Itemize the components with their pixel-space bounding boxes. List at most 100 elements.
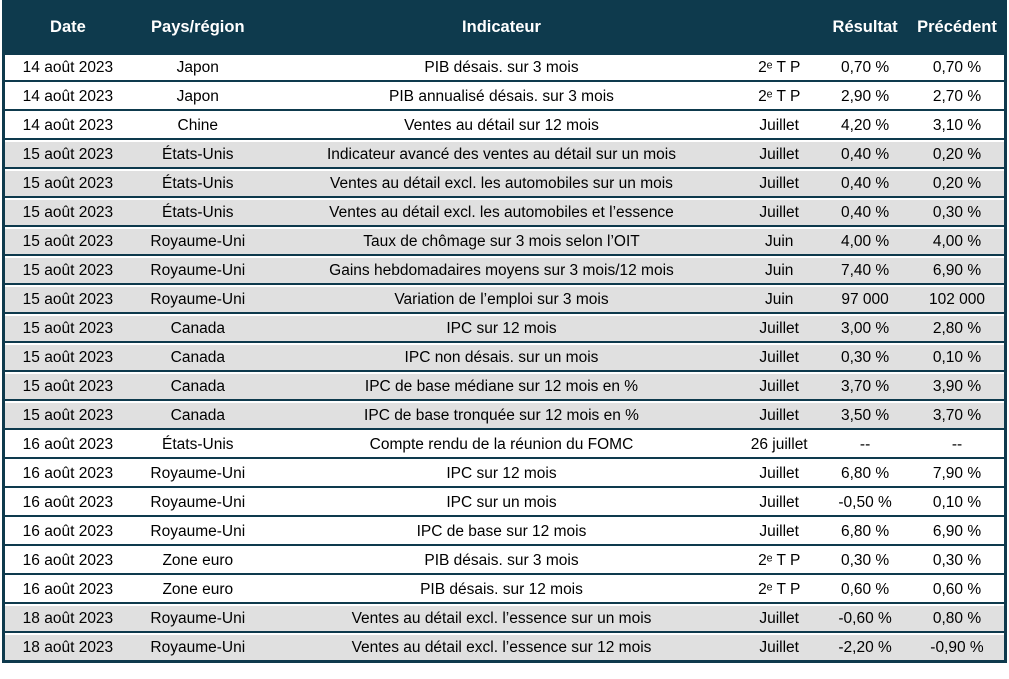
cell-period: 26 juillet [750, 435, 808, 453]
cell-result: 3,50 % [840, 406, 890, 424]
table-row: 16 août 2023 États-Unis Compte rendu de la… [5, 432, 1004, 459]
cell-previous: 0,20 % [932, 145, 982, 163]
cell-result: 0,30 % [840, 348, 890, 366]
col-header-result: Résultat [832, 18, 898, 36]
col-header-region: Pays/région [151, 18, 245, 36]
cell-region: Royaume-Uni [150, 261, 246, 279]
table-body: 14 août 2023 Japon PIB désais. sur 3 mois 2… [5, 55, 1004, 660]
col-header-previous: Précédent [917, 18, 997, 36]
table-row: 15 août 2023 Canada IPC de base médiane su… [5, 374, 1004, 401]
table-row: 16 août 2023 Zone euro PIB désais. sur 12 … [5, 577, 1004, 604]
table-row: 14 août 2023 Japon PIB désais. sur 3 mois 2… [5, 55, 1004, 82]
table-row: 18 août 2023 Royaume-Uni Ventes au détail … [5, 635, 1004, 660]
cell-result: -- [859, 435, 871, 453]
cell-date: 18 août 2023 [22, 609, 114, 627]
table-row: 16 août 2023 Zone euro PIB désais. sur 3 m… [5, 548, 1004, 575]
economic-calendar-table: Date Pays/région Indicateur Résultat Pré… [2, 0, 1007, 663]
cell-indicator: Taux de chômage sur 3 mois selon l’OIT [363, 232, 640, 250]
cell-region: États-Unis [162, 174, 234, 192]
table-row: 15 août 2023 Canada IPC de base tronquée s… [5, 403, 1004, 430]
cell-indicator: PIB désais. sur 3 mois [424, 551, 579, 569]
cell-period: 2ᵉ T P [758, 87, 801, 105]
cell-region: Royaume-Uni [150, 232, 246, 250]
cell-previous: 0,30 % [932, 551, 982, 569]
cell-region: Japon [176, 58, 219, 76]
cell-indicator: PIB désais. sur 3 mois [424, 58, 579, 76]
cell-indicator: Ventes au détail excl. les automobiles e… [329, 203, 674, 221]
cell-indicator: Ventes au détail excl. l’essence sur un … [351, 609, 652, 627]
cell-date: 14 août 2023 [22, 87, 114, 105]
col-header-indicator: Indicateur [462, 18, 541, 36]
cell-previous: 6,90 % [932, 261, 982, 279]
cell-region: Canada [170, 406, 225, 424]
table-row: 16 août 2023 Royaume-Uni IPC de base sur 1… [5, 519, 1004, 546]
cell-region: États-Unis [162, 435, 234, 453]
cell-date: 15 août 2023 [22, 232, 114, 250]
cell-result: 0,40 % [840, 145, 890, 163]
cell-region: États-Unis [162, 145, 234, 163]
cell-period: Juillet [759, 377, 799, 395]
cell-indicator: Ventes au détail sur 12 mois [404, 116, 599, 134]
cell-period: 2ᵉ T P [758, 580, 801, 598]
cell-result: 0,40 % [840, 174, 890, 192]
cell-date: 14 août 2023 [22, 116, 114, 134]
cell-period: 2ᵉ T P [758, 551, 801, 569]
col-header-date: Date [50, 18, 86, 36]
cell-date: 15 août 2023 [22, 406, 114, 424]
table-row: 14 août 2023 Japon PIB annualisé désais. s… [5, 84, 1004, 111]
cell-period: Juin [764, 232, 794, 250]
cell-period: Juillet [759, 406, 799, 424]
cell-region: Royaume-Uni [150, 609, 246, 627]
cell-region: Royaume-Uni [150, 464, 246, 482]
cell-region: Royaume-Uni [150, 522, 246, 540]
cell-date: 16 août 2023 [22, 522, 114, 540]
cell-result: 2,90 % [840, 87, 890, 105]
cell-region: Japon [176, 87, 219, 105]
cell-previous: 0,70 % [932, 58, 982, 76]
cell-result: 97 000 [841, 290, 889, 308]
cell-previous: -- [951, 435, 963, 453]
cell-result: 0,60 % [840, 580, 890, 598]
cell-region: Zone euro [162, 551, 234, 569]
cell-date: 16 août 2023 [22, 580, 114, 598]
cell-indicator: Compte rendu de la réunion du FOMC [369, 435, 634, 453]
cell-date: 16 août 2023 [22, 464, 114, 482]
cell-previous: 0,10 % [932, 348, 982, 366]
cell-previous: 0,20 % [932, 174, 982, 192]
cell-previous: 0,80 % [932, 609, 982, 627]
table-row: 18 août 2023 Royaume-Uni Ventes au détail … [5, 606, 1004, 633]
cell-indicator: IPC sur un mois [446, 493, 557, 511]
cell-previous: 3,70 % [932, 406, 982, 424]
cell-date: 15 août 2023 [22, 319, 114, 337]
cell-indicator: IPC de base médiane sur 12 mois en % [364, 377, 639, 395]
cell-result: 0,30 % [840, 551, 890, 569]
cell-period: Juillet [759, 348, 799, 366]
cell-indicator: PIB annualisé désais. sur 3 mois [389, 87, 614, 105]
cell-date: 16 août 2023 [22, 551, 114, 569]
cell-period: Juillet [759, 203, 799, 221]
cell-result: 6,80 % [840, 464, 890, 482]
cell-result: 3,70 % [840, 377, 890, 395]
cell-date: 15 août 2023 [22, 348, 114, 366]
cell-result: -0,60 % [838, 609, 892, 627]
cell-previous: 102 000 [928, 290, 985, 308]
cell-result: 6,80 % [840, 522, 890, 540]
cell-result: 0,70 % [840, 58, 890, 76]
cell-date: 16 août 2023 [22, 435, 114, 453]
cell-previous: 4,00 % [932, 232, 982, 250]
cell-previous: 3,10 % [932, 116, 982, 134]
cell-date: 14 août 2023 [22, 58, 114, 76]
cell-region: Canada [170, 319, 225, 337]
cell-indicator: PIB désais. sur 12 mois [420, 580, 583, 598]
cell-indicator: Ventes au détail excl. les automobiles s… [330, 174, 673, 192]
cell-date: 15 août 2023 [22, 377, 114, 395]
table-row: 15 août 2023 États-Unis Ventes au détail e… [5, 200, 1004, 227]
cell-period: Juillet [759, 493, 799, 511]
cell-region: États-Unis [162, 203, 234, 221]
cell-period: Juillet [759, 174, 799, 192]
cell-period: Juillet [759, 522, 799, 540]
cell-region: Royaume-Uni [150, 638, 246, 656]
cell-previous: 3,90 % [932, 377, 982, 395]
cell-date: 15 août 2023 [22, 145, 114, 163]
